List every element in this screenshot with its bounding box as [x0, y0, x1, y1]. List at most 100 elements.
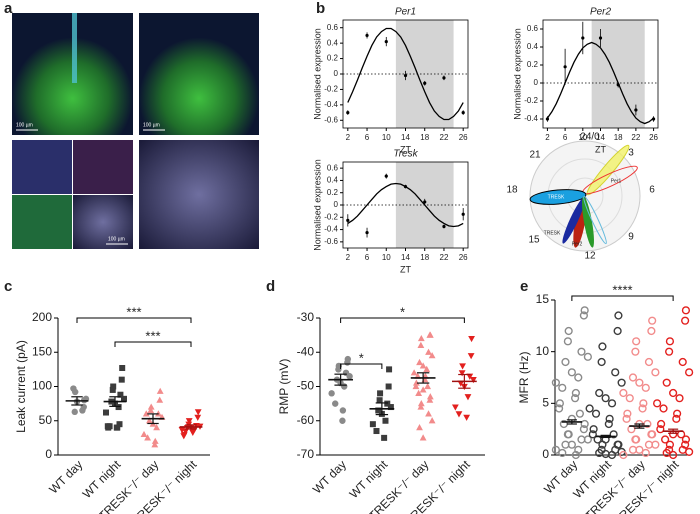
data-point [635, 378, 644, 387]
chart: Normalised expression Per2 ZT -0.4 -0.2 0 0.2 0… [512, 7, 658, 155]
y-tick-label: -0.2 [324, 85, 338, 94]
data-point [412, 379, 420, 386]
chart-title: Per1 [395, 7, 416, 18]
data-point [678, 357, 687, 367]
data-point [428, 352, 436, 359]
data-point [632, 337, 641, 346]
data-point [182, 428, 189, 435]
data-point [657, 419, 666, 429]
polar-label: 6 [649, 185, 655, 196]
data-point [639, 399, 648, 408]
data-point [467, 353, 475, 360]
panel-letter: c [4, 278, 12, 295]
data-point [140, 430, 148, 438]
chart: b Normalised expression Per1 ZT -0.6 -0.4 -0.2… [312, 0, 469, 154]
data-point [156, 387, 164, 394]
x-tick-label: WT day [310, 457, 349, 496]
panel-a: a 100 µm 100 µm 100 µm [4, 0, 259, 249]
data-point [665, 347, 674, 356]
data-point [558, 448, 567, 458]
y-tick-label: 0 [334, 200, 339, 209]
data-point [117, 391, 124, 398]
data-point [469, 377, 477, 384]
data-point [631, 435, 640, 444]
data-point [147, 403, 155, 410]
data-point [119, 365, 126, 372]
data-point [611, 368, 620, 377]
y-axis-label: Normalised expression [512, 28, 522, 120]
data-point [455, 411, 463, 418]
data-point [575, 409, 584, 418]
data-point [616, 83, 620, 87]
data-point [558, 383, 567, 392]
data-point [577, 347, 586, 356]
x-tick-label: 14 [401, 133, 410, 142]
shaded-band [591, 20, 645, 128]
data-point [672, 414, 681, 423]
data-point [561, 357, 570, 367]
x-tick-label: 14 [596, 133, 605, 142]
x-tick-label: 2 [545, 133, 550, 142]
data-point [189, 429, 197, 436]
y-tick-label: -0.4 [524, 114, 538, 123]
data-point [669, 450, 678, 460]
data-point [328, 390, 335, 397]
data-point [681, 306, 691, 315]
data-point [426, 396, 434, 403]
data-point [151, 441, 159, 448]
scale-label: 100 µm [108, 236, 125, 242]
data-point [675, 394, 684, 403]
data-point [386, 366, 393, 373]
data-point [415, 389, 423, 396]
data-point [425, 348, 432, 355]
data-point [545, 117, 550, 121]
data-point [369, 421, 376, 428]
data-point [623, 409, 632, 418]
data-point [625, 394, 634, 403]
data-point [634, 108, 638, 112]
y-tick-label: -60 [297, 413, 315, 427]
data-point [185, 418, 193, 425]
micrograph [73, 140, 133, 194]
polar-label: 18 [506, 185, 518, 196]
data-point [426, 331, 434, 338]
data-point [377, 390, 384, 397]
data-point [681, 435, 691, 444]
data-point [365, 231, 369, 235]
y-tick-label: -50 [297, 379, 315, 393]
data-point [601, 449, 610, 459]
data-point [567, 440, 576, 449]
x-tick-label: 6 [563, 133, 568, 142]
data-point [631, 347, 640, 356]
data-point [79, 407, 86, 414]
panel-letter: e [520, 278, 528, 295]
scale-label: 100 µm [143, 122, 160, 128]
data-point [583, 435, 592, 444]
data-point [647, 430, 656, 439]
data-point [685, 447, 694, 457]
data-point [598, 342, 607, 351]
y-tick-label: 0.2 [527, 60, 539, 69]
data-point [461, 212, 465, 216]
data-point [463, 414, 471, 421]
polar-label: 12 [584, 251, 596, 262]
data-point [375, 407, 382, 414]
data-point [609, 430, 618, 439]
data-point [419, 434, 427, 441]
data-point [419, 362, 427, 369]
fit-curve [347, 27, 464, 121]
data-point [339, 407, 347, 414]
data-point [385, 383, 392, 390]
data-point [459, 363, 466, 370]
y-tick-label: 150 [32, 344, 52, 358]
y-tick-label: -0.2 [524, 96, 538, 105]
data-point [113, 424, 120, 431]
data-point [442, 224, 446, 229]
data-point [339, 417, 346, 424]
data-point [597, 357, 606, 367]
significance-label: * [359, 350, 364, 365]
petal [582, 196, 594, 248]
petal-label: Per2 [572, 241, 583, 247]
